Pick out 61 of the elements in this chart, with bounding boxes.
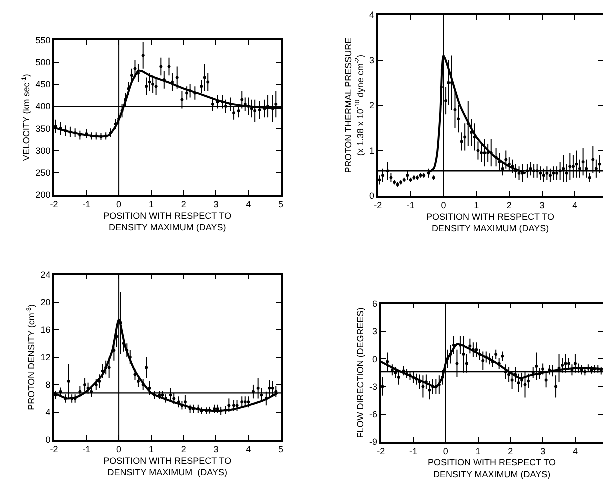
x-tick-label: 4: [572, 200, 578, 211]
x-tick-label: 4: [246, 200, 252, 210]
y-tick-label: 0: [46, 435, 51, 446]
x-axis-title: POSITION WITH RESPECT TO DENSITY MAXIMUM (DAYS): [428, 458, 556, 480]
x-tick-label: 5: [278, 200, 284, 210]
x-tick-label: 5: [278, 444, 284, 455]
y-tick-label: 350: [36, 124, 51, 134]
y-tick-label: 6: [372, 299, 378, 310]
y-tick-label: 8: [46, 380, 51, 390]
x-tick-label: -1: [82, 444, 91, 455]
y-tick-label: 0: [370, 191, 375, 202]
y-tick-label: 250: [36, 168, 51, 178]
x-tick-label: 3: [540, 200, 545, 211]
y-tick-label: 550: [36, 35, 51, 46]
y-tick-label: 450: [36, 80, 51, 90]
x-tick-label: 0: [116, 444, 122, 455]
x-tick-label: 0: [441, 200, 446, 211]
y-tick-label: 3: [370, 55, 375, 66]
x-axis-title: POSITION WITH RESPECT TO DENSITY MAXIMUM (DAYS): [426, 212, 555, 234]
x-tick-label: 2: [181, 200, 186, 210]
y-tick-label: 200: [36, 190, 51, 200]
x-tick-label: 0: [116, 200, 122, 210]
x-tick-label: 2: [508, 446, 514, 456]
y-tick-label: 500: [36, 57, 51, 68]
x-tick-label: 3: [214, 444, 219, 455]
x-tick-label: 3: [214, 200, 219, 210]
y-tick-label: 0: [372, 354, 378, 364]
y-tick-label: 4: [46, 408, 51, 418]
x-tick-label: -2: [50, 444, 58, 455]
x-tick-label: 2: [181, 444, 186, 455]
y-tick-label: 2: [370, 100, 375, 111]
x-tick-label: 1: [148, 444, 154, 455]
x-axis-title: POSITION WITH RESPECT TO DENSITY MAXIMUM (DAYS): [104, 456, 232, 478]
y-tick-label: 24: [40, 270, 51, 280]
x-tick-label: 4: [572, 446, 578, 456]
x-tick-label: 3: [540, 446, 546, 456]
x-tick-label: 1: [474, 200, 480, 211]
x-axis-title: POSITION WITH RESPECT TO DENSITY MAXIMUM (DAYS): [104, 210, 232, 233]
x-tick-label: 1: [476, 446, 481, 456]
x-tick-label: -1: [406, 200, 415, 211]
y-tick-label: 16: [40, 325, 51, 336]
y-tick-label: 20: [40, 298, 51, 308]
x-tick-label: 2: [506, 200, 512, 211]
y-tick-label: -9: [370, 437, 378, 448]
x-tick-label: -1: [409, 446, 418, 456]
x-tick-label: 1: [148, 200, 154, 210]
y-axis-title: FLOW DIRECTION (DEGREES): [355, 308, 366, 438]
x-tick-label: -1: [82, 200, 91, 210]
y-tick-label: 300: [36, 146, 51, 156]
x-tick-label: 4: [246, 444, 252, 455]
x-tick-label: -2: [50, 200, 58, 210]
x-tick-label: 0: [443, 446, 448, 456]
y-tick-label: 4: [370, 10, 375, 20]
y-tick-label: 3: [372, 326, 378, 337]
x-tick-label: -2: [374, 200, 382, 211]
y-tick-label: -6: [370, 409, 378, 420]
y-tick-label: 1: [370, 146, 375, 156]
y-tick-label: 12: [40, 352, 51, 363]
y-tick-label: 400: [36, 102, 51, 112]
y-tick-label: -3: [370, 382, 378, 392]
x-tick-label: -2: [377, 446, 386, 456]
